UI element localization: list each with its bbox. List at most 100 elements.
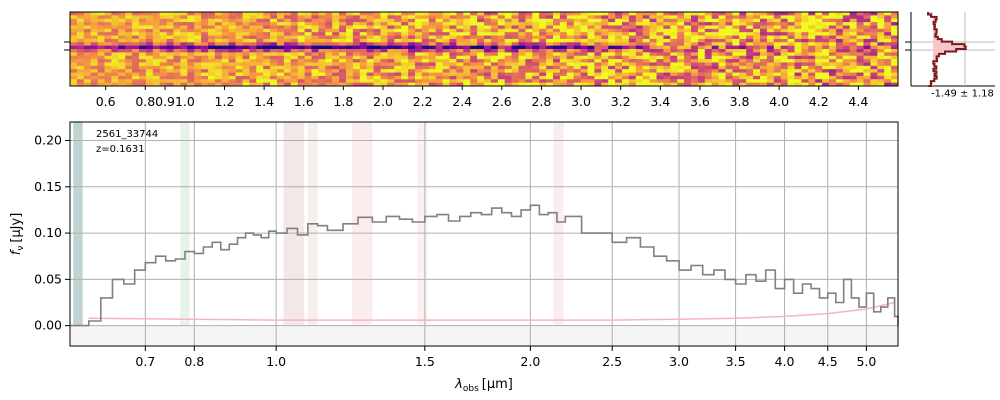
heatmap-cell bbox=[822, 35, 830, 40]
heatmap-cell bbox=[242, 82, 250, 87]
heatmap-cell bbox=[532, 65, 540, 70]
heatmap-cell bbox=[635, 55, 644, 60]
heatmap-cell bbox=[111, 18, 119, 23]
heatmap-cell bbox=[421, 49, 430, 53]
heatmap-cell bbox=[325, 59, 333, 63]
heatmap-cell bbox=[283, 45, 292, 50]
heatmap-cell bbox=[822, 69, 830, 73]
heatmap-cell bbox=[808, 55, 816, 60]
heatmap-cell bbox=[339, 22, 347, 26]
heatmap-cell bbox=[891, 49, 899, 53]
heatmap-cell bbox=[773, 18, 782, 23]
heatmap-cell bbox=[442, 15, 450, 20]
heatmap-cell bbox=[283, 52, 292, 57]
heatmap-cell bbox=[870, 59, 878, 63]
heatmap-cell bbox=[235, 69, 243, 73]
heatmap-cell bbox=[553, 75, 561, 80]
heatmap-cell bbox=[615, 55, 623, 60]
heatmap-cell bbox=[566, 45, 575, 50]
heatmap-cell bbox=[504, 15, 512, 20]
heatmap-cell bbox=[152, 79, 161, 84]
heatmap-cell bbox=[277, 28, 285, 33]
heatmap-cell bbox=[884, 75, 892, 80]
heatmap-cell bbox=[732, 35, 740, 40]
heatmap-cell bbox=[125, 62, 133, 67]
heatmap-cell bbox=[504, 52, 512, 57]
heatmap-cell bbox=[718, 12, 726, 16]
heatmap-cell bbox=[518, 49, 526, 53]
heatmap-cell bbox=[173, 12, 181, 16]
heatmap-cell bbox=[421, 15, 430, 20]
heatmap-cell bbox=[380, 69, 388, 73]
heatmap-cell bbox=[608, 49, 616, 53]
heatmap-cell bbox=[359, 12, 368, 16]
heatmap-cell bbox=[366, 69, 374, 73]
heatmap-cell bbox=[201, 35, 209, 40]
heatmap-cell bbox=[628, 12, 637, 16]
heatmap-cell bbox=[194, 35, 202, 40]
heatmap-cell bbox=[166, 42, 174, 47]
heatmap-cell bbox=[849, 62, 857, 67]
heatmap-cell bbox=[166, 52, 174, 57]
heatmap-x-tick-label: 3.8 bbox=[730, 94, 750, 109]
heatmap-cell bbox=[277, 35, 285, 40]
heatmap-cell bbox=[332, 38, 340, 43]
heatmap-cell bbox=[587, 12, 595, 16]
heatmap-cell bbox=[663, 55, 671, 60]
heatmap-cell bbox=[794, 59, 802, 63]
heatmap-cell bbox=[359, 82, 368, 87]
heatmap-cell bbox=[76, 52, 85, 57]
heatmap-cell bbox=[628, 32, 637, 36]
heatmap-x-tick-label: 2.0 bbox=[373, 94, 393, 109]
heatmap-cell bbox=[794, 45, 802, 50]
heatmap-cell bbox=[449, 12, 457, 16]
heatmap-cell bbox=[442, 65, 450, 70]
heatmap-cell bbox=[787, 15, 795, 20]
heatmap-cell bbox=[373, 69, 381, 73]
heatmap-cell bbox=[394, 82, 402, 87]
heatmap-cell bbox=[835, 28, 844, 33]
heatmap-cell bbox=[628, 35, 637, 40]
heatmap-cell bbox=[90, 69, 98, 73]
heatmap-cell bbox=[766, 22, 775, 26]
heatmap-cell bbox=[228, 75, 236, 80]
heatmap-cell bbox=[201, 62, 209, 67]
heatmap-cell bbox=[387, 35, 395, 40]
heatmap-cell bbox=[194, 12, 202, 16]
heatmap-cell bbox=[415, 59, 423, 63]
heatmap-cell bbox=[297, 65, 305, 70]
heatmap-cell bbox=[891, 55, 899, 60]
heatmap-cell bbox=[187, 35, 195, 40]
heatmap-cell bbox=[511, 25, 519, 30]
heatmap-cell bbox=[849, 79, 857, 84]
heatmap-cell bbox=[635, 45, 644, 50]
heatmap-cell bbox=[187, 82, 195, 87]
heatmap-cell bbox=[808, 59, 816, 63]
heatmap-cell bbox=[518, 32, 526, 36]
heatmap-cell bbox=[822, 32, 830, 36]
heatmap-cell bbox=[677, 15, 685, 20]
heatmap-cell bbox=[97, 12, 105, 16]
heatmap-cell bbox=[449, 82, 457, 87]
heatmap-cell bbox=[380, 62, 388, 67]
heatmap-cell bbox=[380, 65, 388, 70]
heatmap-cell bbox=[891, 52, 899, 57]
heatmap-cell bbox=[166, 59, 174, 63]
heatmap-cell bbox=[263, 55, 271, 60]
heatmap-cell bbox=[766, 18, 775, 23]
heatmap-cell bbox=[753, 52, 761, 57]
heatmap-cell bbox=[677, 82, 685, 87]
heatmap-cell bbox=[228, 38, 236, 43]
heatmap-cell bbox=[104, 62, 112, 67]
heatmap-cell bbox=[304, 69, 312, 73]
heatmap-cell bbox=[346, 79, 354, 84]
heatmap-cell bbox=[442, 35, 450, 40]
heatmap-cell bbox=[235, 22, 243, 26]
heatmap-cell bbox=[352, 25, 361, 30]
heatmap-cell bbox=[856, 28, 864, 33]
heatmap-cell bbox=[628, 22, 637, 26]
heatmap-cell bbox=[739, 12, 747, 16]
heatmap-cell bbox=[532, 12, 540, 16]
heatmap-cell bbox=[780, 65, 788, 70]
emission-line-band bbox=[352, 122, 373, 346]
